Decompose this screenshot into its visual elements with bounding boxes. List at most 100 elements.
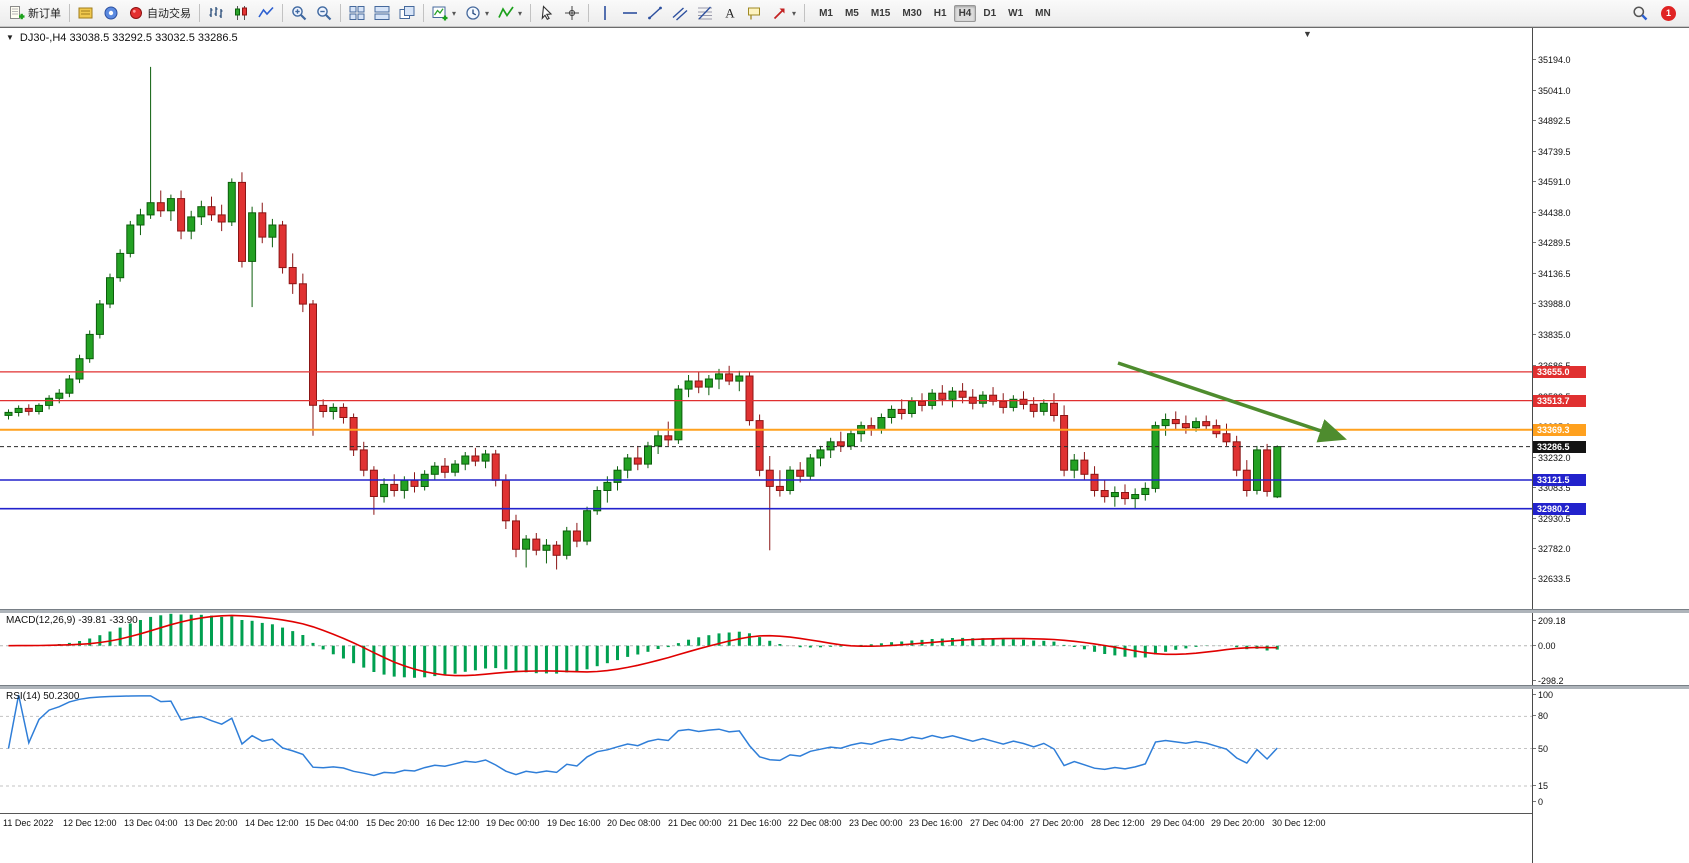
metaeditor-icon <box>103 5 119 21</box>
timeframe-m1[interactable]: M1 <box>814 5 838 22</box>
chart-title-row: ▼ DJ30-,H4 33038.5 33292.5 33032.5 33286… <box>6 32 238 44</box>
chart-line-icon <box>258 5 274 21</box>
crosshair-button[interactable] <box>560 2 584 25</box>
macd-panel-separator[interactable] <box>0 609 1689 613</box>
cascade-windows-button[interactable] <box>395 2 419 25</box>
timeframe-w1[interactable]: W1 <box>1003 5 1028 22</box>
macd-panel[interactable] <box>0 612 1532 685</box>
equidistant-channel-button[interactable] <box>668 2 692 25</box>
trendline-button[interactable] <box>643 2 667 25</box>
time-axis-label: 14 Dec 12:00 <box>245 818 299 828</box>
zoom-out-icon <box>316 5 332 21</box>
arrows-button[interactable]: ▾ <box>768 2 800 25</box>
time-axis-label: 15 Dec 04:00 <box>305 818 359 828</box>
time-axis[interactable]: 11 Dec 2022 12 Dec 12:00 13 Dec 04:00 13 De… <box>0 813 1689 863</box>
chart-area[interactable]: ▼ DJ30-,H4 33038.5 33292.5 33032.5 33286… <box>0 27 1689 863</box>
trend-arrow <box>1117 361 1347 443</box>
price-axis-label: 33988.0 <box>1533 299 1571 309</box>
time-axis-label: 15 Dec 20:00 <box>366 818 420 828</box>
text-label-button[interactable] <box>743 2 767 25</box>
macd-label: MACD(12,26,9) -39.81 -33.90 <box>6 615 138 626</box>
arrange-windows-button[interactable] <box>370 2 394 25</box>
timeframe-m15[interactable]: M15 <box>866 5 895 22</box>
candlestick-chart[interactable] <box>0 28 1532 609</box>
notifications-button[interactable]: 1 <box>1657 2 1680 25</box>
indicators-icon <box>498 5 514 21</box>
quote-panel-toggle-icon[interactable]: ▼ <box>6 33 14 42</box>
label-icon <box>747 5 763 21</box>
rsi-panel-separator[interactable] <box>0 685 1689 689</box>
vline-icon <box>597 5 613 21</box>
zoom-out-button[interactable] <box>312 2 336 25</box>
metaeditor-button[interactable] <box>99 2 123 25</box>
period-icon <box>465 5 481 21</box>
zoom-in-icon <box>291 5 307 21</box>
arrange-icon <box>374 5 390 21</box>
cursor-button[interactable] <box>535 2 559 25</box>
macd-axis-label: 0.00 <box>1533 641 1556 651</box>
bar-chart-button[interactable] <box>204 2 228 25</box>
toolbar-separator <box>804 4 806 22</box>
price-level-badge: 33513.7 <box>1533 395 1586 407</box>
candlestick-chart-button[interactable] <box>229 2 253 25</box>
time-axis-label: 29 Dec 04:00 <box>1151 818 1205 828</box>
macd-axis-label: 209.18 <box>1533 616 1566 626</box>
chart-candles-icon <box>233 5 249 21</box>
price-axis-label: 34739.5 <box>1533 147 1571 157</box>
timeframe-mn[interactable]: MN <box>1030 5 1056 22</box>
time-axis-label: 21 Dec 16:00 <box>728 818 782 828</box>
macd-axis-label: -298.2 <box>1533 676 1564 686</box>
price-axis-label: 33835.0 <box>1533 330 1571 340</box>
text-button[interactable]: A <box>718 2 742 25</box>
chart-shift-marker-icon[interactable]: ▼ <box>1303 29 1312 39</box>
line-chart-button[interactable] <box>254 2 278 25</box>
horizontal-line-button[interactable] <box>618 2 642 25</box>
timeframe-h1[interactable]: H1 <box>929 5 952 22</box>
toolbar-separator <box>282 4 283 22</box>
price-axis-label: 32930.5 <box>1533 514 1571 524</box>
text-icon: A <box>722 5 738 21</box>
timeframe-switcher: M1 M5 M15 M30 H1 H4 D1 W1 MN <box>814 4 1056 22</box>
rsi-axis-label: 100 <box>1532 690 1554 700</box>
time-axis-label: 16 Dec 12:00 <box>426 818 480 828</box>
price-axis[interactable]: 35194.0 35041.0 34892.5 34739.5 34591.0 34438… <box>1532 28 1689 863</box>
price-axis-label: 33083.5 <box>1533 483 1571 493</box>
time-axis-label: 23 Dec 00:00 <box>849 818 903 828</box>
toolbar-separator <box>199 4 200 22</box>
rsi-axis-label: 50 <box>1532 744 1549 754</box>
tile-windows-button[interactable] <box>345 2 369 25</box>
time-axis-label: 13 Dec 04:00 <box>124 818 178 828</box>
periods-button[interactable]: ▾ <box>461 2 493 25</box>
chevron-down-icon: ▾ <box>518 8 523 18</box>
indicators-button[interactable]: ▾ <box>494 2 526 25</box>
new-chart-button[interactable]: ▾ <box>428 2 460 25</box>
auto-trading-button[interactable]: 自动交易 <box>124 2 195 25</box>
toolbar: 新订单 自动交易 ▾ ▾ ▾ A ▾ M1 M5 M15 M30 H1 H4 D1 W1 MN 1 <box>0 0 1689 27</box>
time-axis-label: 23 Dec 16:00 <box>909 818 963 828</box>
notification-badge: 1 <box>1661 5 1676 21</box>
price-axis-label: 35194.0 <box>1533 55 1571 65</box>
zoom-in-button[interactable] <box>287 2 311 25</box>
time-axis-label: 11 Dec 2022 <box>3 818 54 828</box>
terminal-icon <box>78 5 94 21</box>
time-axis-label: 19 Dec 16:00 <box>547 818 601 828</box>
channel-icon <box>672 5 688 21</box>
toolbar-separator <box>340 4 341 22</box>
cursor-icon <box>539 5 555 21</box>
search-button[interactable] <box>1628 2 1652 25</box>
rsi-axis-label: 15 <box>1532 781 1549 791</box>
new-chart-icon <box>432 5 448 21</box>
timeframe-h4[interactable]: H4 <box>953 4 977 22</box>
timeframe-m5[interactable]: M5 <box>840 5 864 22</box>
rsi-panel[interactable] <box>0 688 1532 812</box>
timeframe-d1[interactable]: D1 <box>978 5 1001 22</box>
time-axis-label: 20 Dec 08:00 <box>607 818 661 828</box>
timeframe-m30[interactable]: M30 <box>897 5 926 22</box>
vertical-line-button[interactable] <box>593 2 617 25</box>
price-axis-label: 33232.0 <box>1533 453 1571 463</box>
terminal-button[interactable] <box>74 2 98 25</box>
new-order-button[interactable]: 新订单 <box>5 2 65 25</box>
arrows-icon <box>772 5 788 21</box>
fibonacci-button[interactable] <box>693 2 717 25</box>
